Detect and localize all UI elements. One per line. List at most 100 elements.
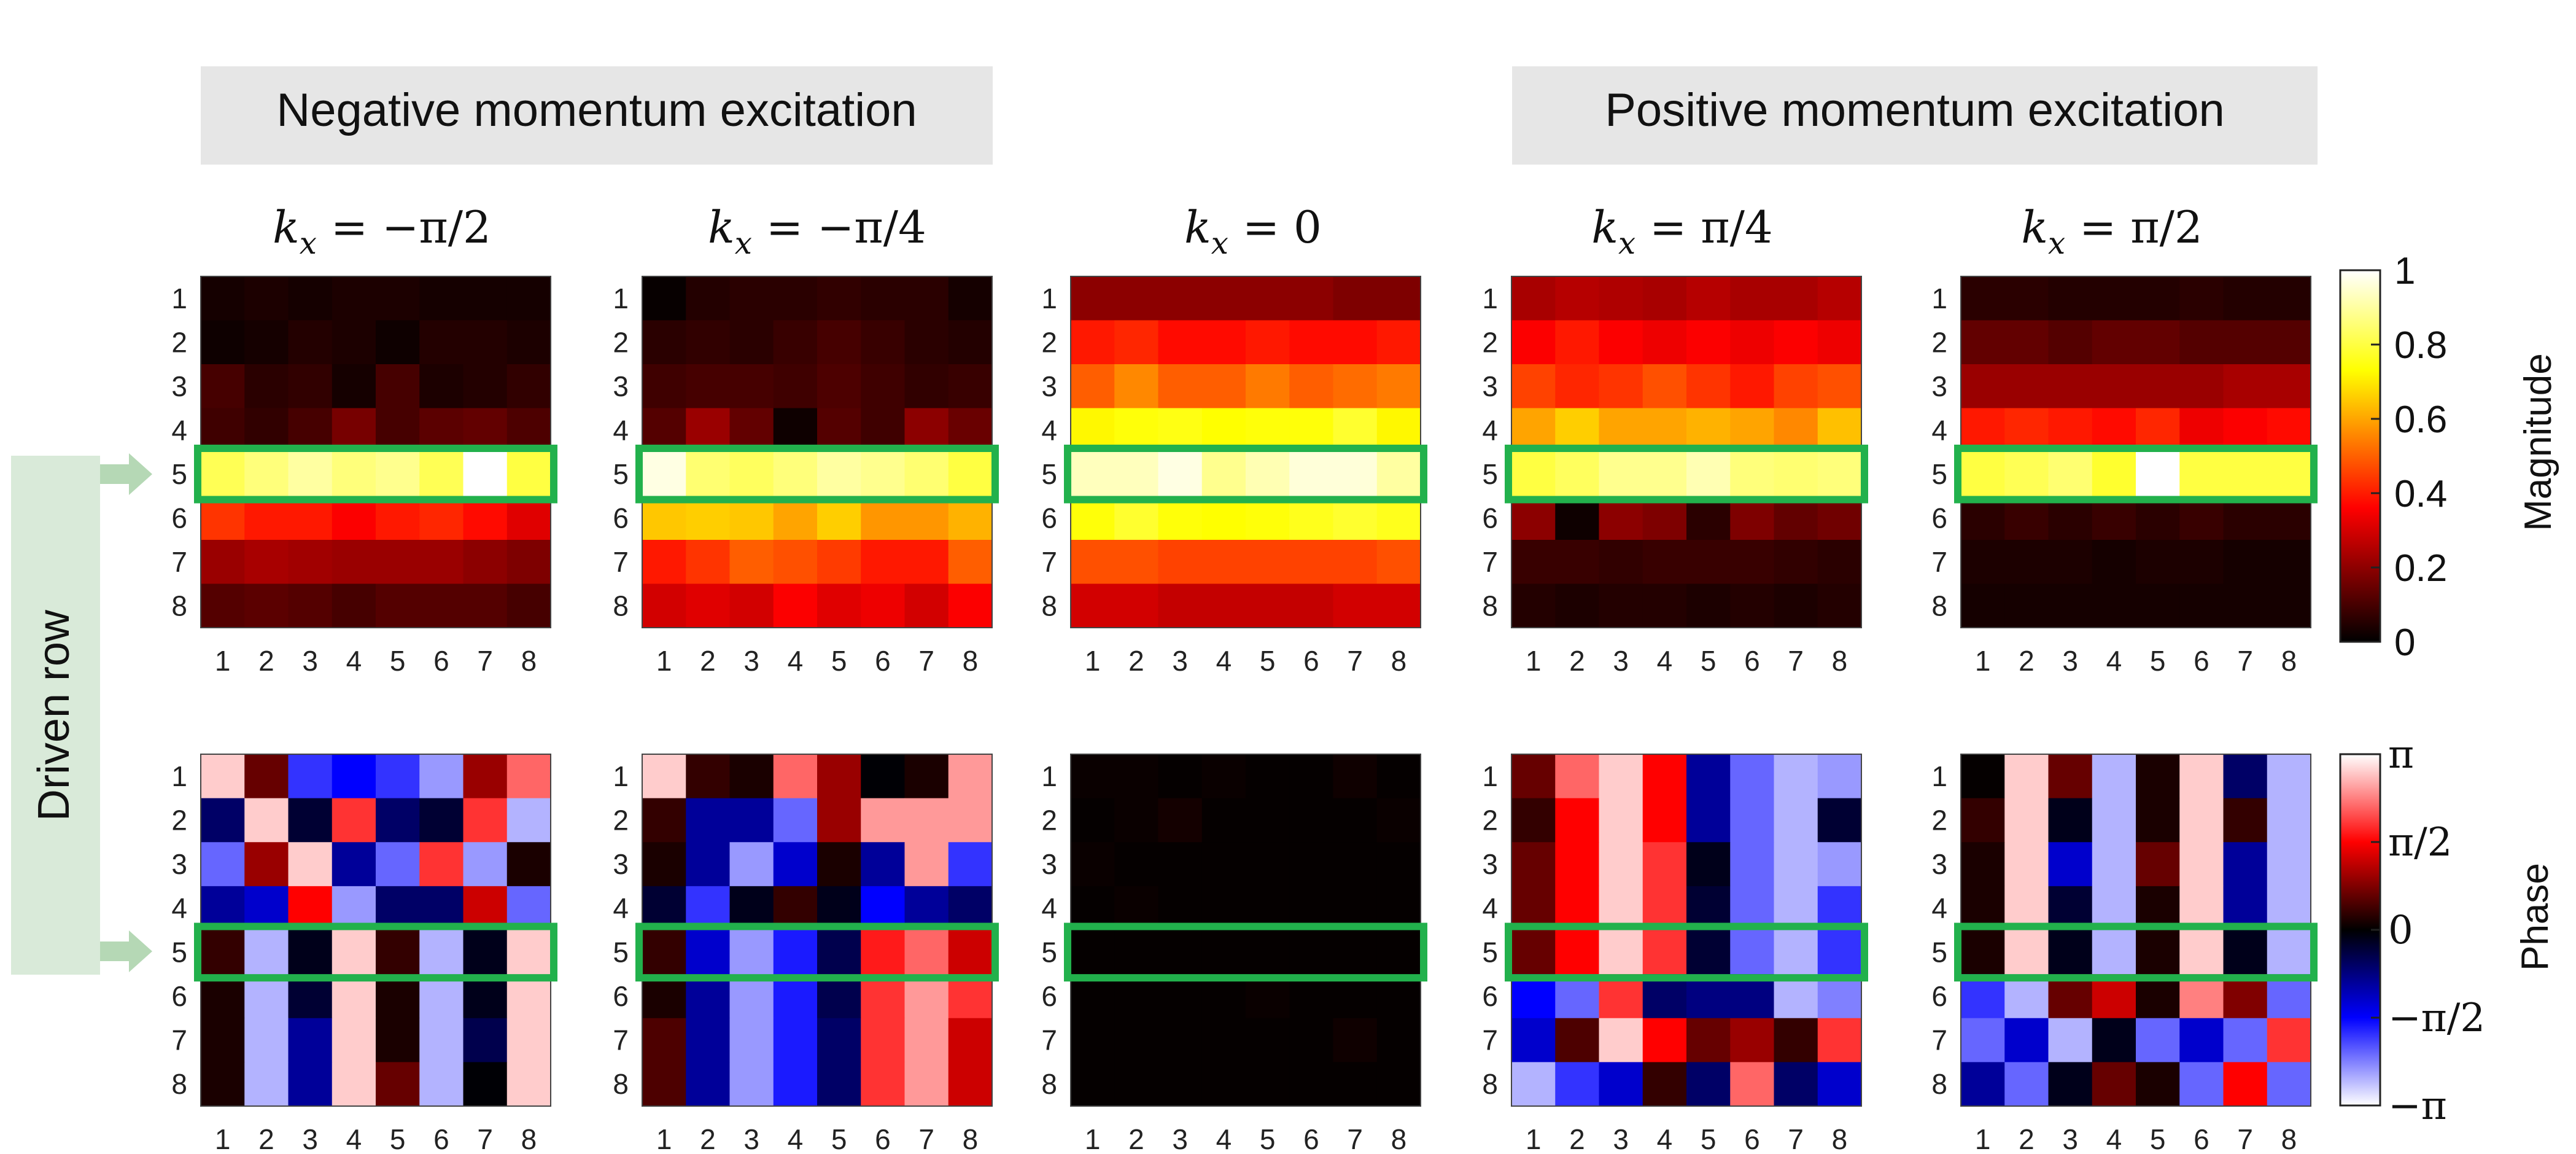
heatmap-cell [376, 583, 420, 628]
heatmap-cell [506, 754, 551, 799]
heatmap-cell [376, 320, 420, 365]
row-tick-label: 3 [1482, 848, 1498, 880]
col-tick-label: 7 [477, 1123, 493, 1154]
heatmap-cell [201, 364, 245, 409]
heatmap-cell [1246, 754, 1290, 799]
heatmap-cell [773, 1062, 818, 1107]
row-tick-label: 1 [613, 760, 629, 792]
heatmap-cell [1642, 1018, 1687, 1062]
kx-titles: kx = −π/2 kx = −π/4 kx = 0 kx = π/4 kx =… [273, 201, 2203, 261]
row-tick-label: 8 [613, 1068, 629, 1100]
heatmap-cell [1599, 1062, 1643, 1107]
heatmap-cell [1333, 276, 1378, 321]
heatmap-cell [1511, 798, 1556, 843]
heatmap-cell [1376, 754, 1421, 799]
heatmap-cell [904, 842, 949, 887]
heatmap-cell [1289, 1018, 1334, 1062]
row-tick-label: 1 [171, 283, 187, 314]
row-tick-label: 8 [171, 590, 187, 622]
heatmap-cell [1817, 930, 1862, 975]
heatmap-cell [2092, 364, 2136, 409]
heatmap-cell [2223, 320, 2268, 365]
heatmap-cell [2179, 364, 2224, 409]
row-tick-label: 8 [171, 1068, 187, 1100]
heatmap-cell [201, 452, 245, 497]
heatmap-cell [2267, 798, 2311, 843]
heatmap-cell [904, 974, 949, 1019]
heatmap-cell [1774, 1018, 1818, 1062]
heatmap-cell [1246, 1018, 1290, 1062]
heatmap-cell [1289, 364, 1334, 409]
heatmap-cell [1642, 798, 1687, 843]
heatmap-cell [1114, 276, 1159, 321]
heatmap-cell [729, 1018, 774, 1062]
heatmap-cell [332, 364, 376, 409]
heatmap-cell [904, 364, 949, 409]
heatmap-cell [1961, 583, 2005, 628]
col-tick-label: 1 [215, 645, 231, 677]
heatmap-cell [773, 930, 818, 975]
heatmap-cell [2223, 540, 2268, 585]
heatmap-cell [332, 842, 376, 887]
heatmap-cell [1817, 842, 1862, 887]
heatmap-cell [642, 1062, 686, 1107]
heatmap-cell [1289, 974, 1334, 1019]
row-tick-label: 8 [613, 590, 629, 622]
heatmap-cell [1071, 1018, 1115, 1062]
heatmap-cell [948, 583, 993, 628]
colorbar-tick-label: 0 [2388, 908, 2413, 953]
heatmap-cell [1961, 798, 2005, 843]
driven-row-highlight [1064, 445, 1427, 504]
heatmap-cell [1774, 320, 1818, 365]
colorbar-tick-label: 0 [2394, 622, 2415, 664]
col-tick-label: 6 [2194, 645, 2209, 677]
heatmap-cell [2092, 276, 2136, 321]
heatmap-cell [861, 496, 906, 540]
heatmap-cell [1555, 452, 1600, 497]
heatmap-cell [201, 798, 245, 843]
heatmap-cell [1333, 754, 1378, 799]
heatmap-cell [817, 364, 861, 409]
heatmap-cell [463, 798, 508, 843]
heatmap-cell [642, 930, 686, 975]
col-tick-label: 3 [2062, 645, 2078, 677]
heatmap-cell [817, 930, 861, 975]
row-tick-label: 3 [171, 848, 187, 880]
row-tick-label: 5 [613, 936, 629, 968]
row-tick-label: 2 [1931, 326, 1947, 358]
row-tick-label: 6 [171, 502, 187, 534]
col-tick-label: 6 [875, 645, 891, 677]
col-tick-label: 7 [918, 1123, 934, 1154]
row-tick-label: 7 [1482, 546, 1498, 578]
heatmap-cell [1511, 842, 1556, 887]
heatmap-cell [2267, 452, 2311, 497]
phase-colorbar-title: Phase [2514, 863, 2556, 971]
row-tick-label: 1 [1931, 283, 1947, 314]
heatmap-cell [332, 974, 376, 1019]
col-tick-label: 6 [1744, 645, 1760, 677]
heatmap-cell [1817, 1062, 1862, 1107]
heatmap-cell [729, 1062, 774, 1107]
heatmap-cell [419, 364, 464, 409]
row-tick-label: 1 [1931, 760, 1947, 792]
heatmap-cell [1376, 974, 1421, 1019]
heatmap-cell [1158, 320, 1203, 365]
heatmap-cell [1774, 974, 1818, 1019]
heatmap-cell [1114, 1062, 1159, 1107]
col-tick-label: 2 [258, 645, 274, 677]
heatmap-cell [332, 1018, 376, 1062]
row-tick-label: 2 [1041, 804, 1057, 836]
col-tick-label: 2 [700, 645, 716, 677]
heatmap-cell [1642, 320, 1687, 365]
heatmap-cell [904, 496, 949, 540]
heatmap-cell [376, 452, 420, 497]
driven-row-highlight [194, 445, 557, 504]
heatmap-cell [642, 1018, 686, 1062]
heatmap-cell [244, 798, 289, 843]
heatmap-cell [1599, 798, 1643, 843]
heatmap-cell [1246, 974, 1290, 1019]
row-tick-label: 8 [1931, 1068, 1947, 1100]
heatmap-cell [642, 540, 686, 585]
